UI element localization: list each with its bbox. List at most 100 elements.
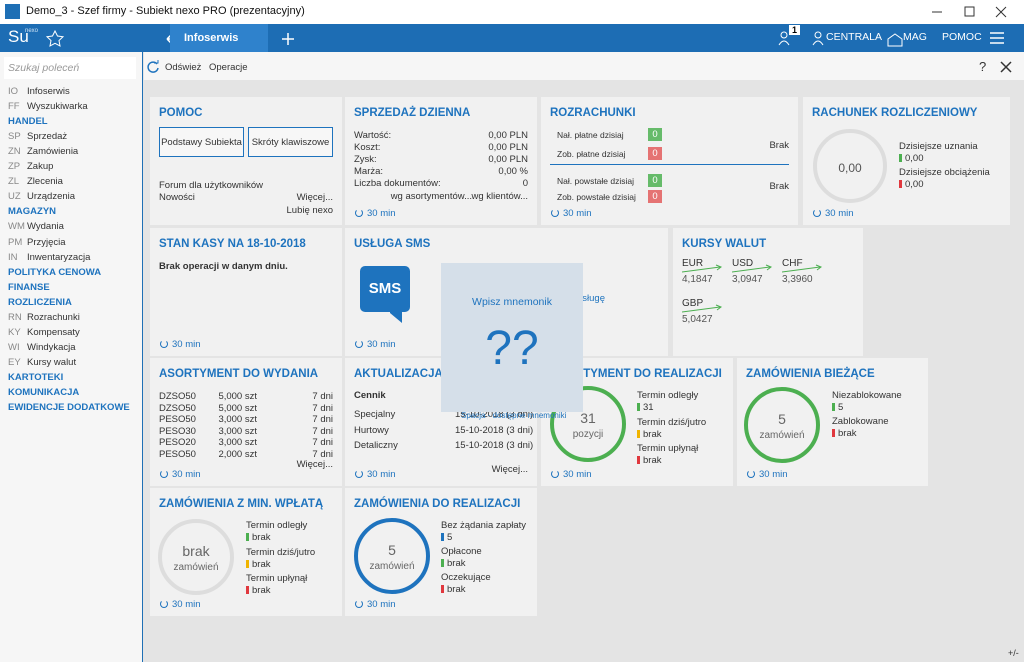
- close-icon[interactable]: [1000, 61, 1012, 73]
- nav-code[interactable]: IN: [8, 251, 18, 263]
- trend-arrow: [682, 264, 723, 273]
- nav-code[interactable]: KY: [8, 326, 21, 338]
- link[interactable]: Nowości: [159, 192, 195, 203]
- nav-link[interactable]: MAG: [903, 31, 927, 43]
- top-right-icons[interactable]: [776, 28, 1024, 50]
- product-code: PESO50: [159, 449, 196, 460]
- nav-item[interactable]: Zakup: [27, 161, 54, 173]
- status-marker: [832, 403, 835, 411]
- nav-section[interactable]: KARTOTEKI: [8, 371, 64, 383]
- toolbar-button[interactable]: Operacje: [209, 62, 248, 73]
- nav-section[interactable]: MAGAZYN: [8, 206, 57, 218]
- nav-section[interactable]: EWIDENCJE DODATKOWE: [8, 402, 130, 414]
- nav-item[interactable]: Rozrachunki: [27, 311, 80, 323]
- app-logo-sub: nexo: [25, 28, 39, 34]
- nav-code[interactable]: WI: [8, 341, 20, 353]
- status-value: brak: [252, 532, 271, 543]
- nav-section[interactable]: ROZLICZENIA: [8, 296, 72, 308]
- balance-badge: 0: [648, 190, 662, 203]
- link[interactable]: Forum dla użytkowników: [159, 180, 264, 191]
- link[interactable]: wg asortymentów...: [390, 191, 472, 202]
- counter-value: 5: [388, 542, 396, 558]
- refresh-time[interactable]: 30 min: [551, 469, 592, 480]
- nav-item[interactable]: Windykacja: [27, 341, 76, 353]
- nav-item[interactable]: Kursy walut: [27, 356, 77, 368]
- metric-value: 0,00 PLN: [488, 154, 528, 165]
- link[interactable]: Lubię nexo: [286, 205, 333, 216]
- nav-code[interactable]: FF: [8, 101, 20, 113]
- nav-item[interactable]: Wydania: [27, 221, 64, 233]
- tile-title: RACHUNEK ROZLICZENIOWY: [812, 107, 978, 119]
- link[interactable]: usługę: [577, 293, 605, 304]
- link[interactable]: Więcej...: [491, 464, 528, 475]
- nav-item[interactable]: Infoserwis: [27, 86, 70, 97]
- nav-item[interactable]: Urządzenia: [27, 191, 76, 203]
- refresh-time[interactable]: 30 min: [160, 339, 201, 350]
- metric-value: 0,00 PLN: [488, 130, 528, 141]
- subtitle: Cennik: [354, 390, 386, 401]
- link[interactable]: Więcej...: [296, 459, 333, 470]
- refresh-time[interactable]: 30 min: [355, 208, 396, 219]
- tile-title: ASORTYMENT DO REALIZACJI: [550, 368, 722, 380]
- product-qty: 3,000 szt: [218, 414, 257, 426]
- refresh-time[interactable]: 30 min: [551, 208, 592, 219]
- toolbar: [144, 52, 1024, 80]
- nav-code[interactable]: UZ: [8, 191, 21, 203]
- nav-section[interactable]: FINANSE: [8, 281, 50, 293]
- tab[interactable]: Infoserwis: [170, 24, 268, 52]
- tile: ZAMÓWIENIA BIEŻĄCE 5 zamówień Niezablokowan…: [737, 358, 928, 486]
- message: Brak operacji w danym dniu.: [159, 261, 288, 272]
- refresh-time[interactable]: 30 min: [355, 469, 396, 480]
- nav-code[interactable]: ZN: [8, 146, 21, 158]
- mnemonic-input[interactable]: ??: [485, 322, 539, 375]
- sms-icon-tail: [390, 300, 402, 324]
- window-controls[interactable]: [920, 0, 1024, 24]
- nav-code[interactable]: ZL: [8, 176, 20, 188]
- nav-section[interactable]: KOMUNIKACJA: [8, 387, 80, 398]
- refresh-time[interactable]: 30 min: [355, 339, 396, 350]
- help-button[interactable]: Skróty klawiszowe: [248, 127, 333, 157]
- status-value: 5: [838, 402, 844, 413]
- app-logo: Su: [8, 27, 29, 46]
- status-value: brak: [447, 558, 466, 569]
- status-value: brak: [643, 429, 662, 440]
- nav-item[interactable]: Zlecenia: [27, 176, 63, 188]
- toolbar-button[interactable]: Odśwież: [165, 62, 202, 73]
- nav-item[interactable]: Zamówienia: [27, 146, 79, 158]
- nav-link[interactable]: CENTRALA: [826, 31, 883, 43]
- nav-section[interactable]: POLITYKA CENOWA: [8, 266, 102, 278]
- zoom-control[interactable]: +/-: [1008, 648, 1019, 658]
- nav-item[interactable]: Wyszukiwarka: [27, 101, 88, 113]
- nav-code[interactable]: EY: [8, 356, 21, 368]
- link[interactable]: Więcej...: [296, 192, 333, 203]
- nav-code[interactable]: WM: [8, 221, 25, 233]
- nav-link[interactable]: POMOC: [942, 31, 982, 43]
- metric-value: 0,00 PLN: [488, 142, 528, 153]
- help-button[interactable]: ?: [979, 59, 987, 74]
- nav-code[interactable]: SP: [8, 131, 21, 143]
- refresh-time[interactable]: 30 min: [355, 599, 396, 610]
- refresh-time[interactable]: 30 min: [813, 208, 854, 219]
- refresh-time[interactable]: 30 min: [160, 469, 201, 480]
- nav-item[interactable]: Kompensaty: [27, 326, 80, 338]
- refresh-icon[interactable]: [146, 60, 160, 74]
- nav-code[interactable]: ZP: [8, 161, 21, 173]
- help-button[interactable]: Podstawy Subiekta: [159, 127, 244, 157]
- nav-item[interactable]: Sprzedaż: [27, 131, 68, 143]
- link[interactable]: wg klientów...: [471, 191, 529, 202]
- status-marker: [899, 180, 902, 188]
- nav-item[interactable]: Inwentaryzacja: [27, 251, 91, 263]
- mnemonic-hint: Spacja - dostępne mnemoniki: [461, 411, 567, 420]
- balance-badge: 0: [648, 174, 662, 187]
- refresh-time[interactable]: 30 min: [160, 599, 201, 610]
- nav-code[interactable]: RN: [8, 311, 22, 323]
- search-box[interactable]: Szukaj poleceń: [4, 57, 136, 79]
- status-label: Opłacone: [441, 546, 482, 557]
- nav-code[interactable]: PM: [8, 236, 23, 248]
- nav-code[interactable]: IO: [8, 86, 19, 97]
- price-list: Specjalny: [354, 409, 396, 420]
- refresh-time[interactable]: 30 min: [747, 469, 788, 480]
- nav-item[interactable]: Przyjęcia: [27, 236, 66, 248]
- nav-section[interactable]: HANDEL: [8, 116, 48, 128]
